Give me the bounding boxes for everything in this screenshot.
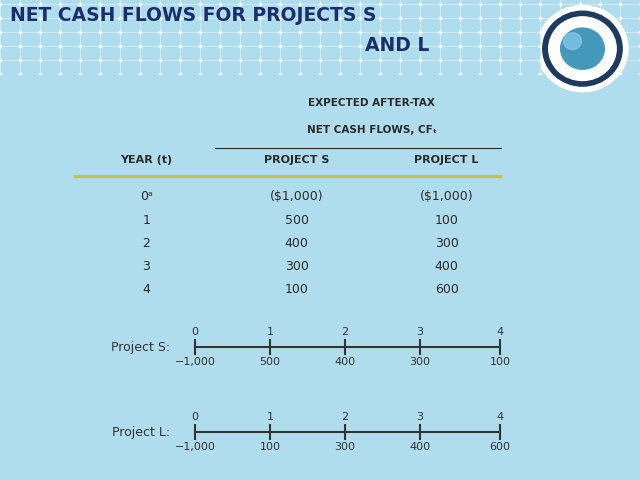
Text: PROJECT S: PROJECT S [264,155,329,165]
Text: 100: 100 [259,442,280,452]
Text: 0ᵃ: 0ᵃ [140,190,153,204]
Text: 1: 1 [266,327,273,337]
Text: NET CASH FLOWS, CFₜ: NET CASH FLOWS, CFₜ [307,125,436,135]
Text: 300: 300 [335,442,355,452]
Text: −1,000: −1,000 [175,442,216,452]
Text: 500: 500 [285,214,308,227]
Text: 100: 100 [285,283,308,296]
Text: −1,000: −1,000 [175,357,216,367]
Text: 2: 2 [143,237,150,250]
Text: 400: 400 [435,260,459,273]
Text: 500: 500 [259,357,280,367]
Text: 300: 300 [285,260,308,273]
Text: ($1,000): ($1,000) [420,190,474,204]
Text: 100: 100 [490,357,511,367]
Text: 400: 400 [335,357,356,367]
Circle shape [548,17,616,81]
Text: 4: 4 [497,412,504,422]
Text: 400: 400 [285,237,308,250]
Text: PROJECT L: PROJECT L [415,155,479,165]
Text: 1: 1 [143,214,150,227]
Text: 0: 0 [191,327,198,337]
Text: 2: 2 [341,412,349,422]
Text: 3: 3 [417,412,424,422]
Text: 0: 0 [191,412,198,422]
Text: AND L: AND L [365,36,429,55]
Text: 3: 3 [143,260,150,273]
Text: 600: 600 [435,283,459,296]
Text: YEAR (t): YEAR (t) [120,155,173,165]
Text: 300: 300 [435,237,459,250]
Circle shape [543,11,622,86]
Circle shape [537,6,628,92]
Text: NET CASH FLOWS FOR PROJECTS S: NET CASH FLOWS FOR PROJECTS S [10,6,376,25]
Text: 400: 400 [410,442,431,452]
Text: ($1,000): ($1,000) [270,190,323,204]
Circle shape [561,28,604,69]
Text: 100: 100 [435,214,459,227]
Text: 4: 4 [497,327,504,337]
Text: EXPECTED AFTER-TAX: EXPECTED AFTER-TAX [308,97,435,108]
Text: 4: 4 [143,283,150,296]
Circle shape [564,33,582,49]
Text: 2: 2 [341,327,349,337]
Text: 1: 1 [266,412,273,422]
Text: 600: 600 [490,442,511,452]
Text: 300: 300 [410,357,431,367]
Text: Project L:: Project L: [112,426,170,439]
Text: 3: 3 [417,327,424,337]
Text: Project S:: Project S: [111,341,170,354]
